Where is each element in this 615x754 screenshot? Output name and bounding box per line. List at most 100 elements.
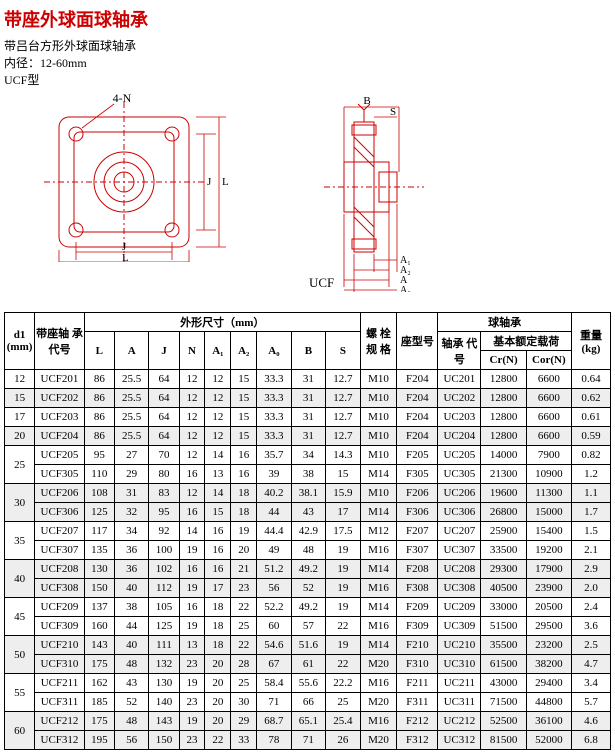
cell-seat: F312 bbox=[397, 731, 438, 750]
cell-J: 132 bbox=[149, 655, 179, 674]
table-head: d1 (mm) 带座轴 承代号 外形尺寸（mm） 螺 栓 规 格 座型号 球轴承… bbox=[5, 313, 611, 370]
cell-B: 49.2 bbox=[291, 598, 325, 617]
cell-Cor: 10900 bbox=[526, 465, 571, 484]
cell-bc: UC205 bbox=[438, 446, 481, 465]
cell-Cr: 25900 bbox=[481, 522, 526, 541]
cell-bolt: M14 bbox=[360, 560, 397, 579]
cell-A: 25.5 bbox=[114, 370, 148, 389]
cell-N: 12 bbox=[179, 408, 205, 427]
cell-A0: 58.4 bbox=[257, 674, 291, 693]
cell-B: 51.6 bbox=[291, 636, 325, 655]
cell-wt: 0.64 bbox=[571, 370, 610, 389]
cell-wt: 1.7 bbox=[571, 503, 610, 522]
cell-bolt: M14 bbox=[360, 598, 397, 617]
cell-A: 40 bbox=[114, 636, 148, 655]
cell-bolt: M10 bbox=[360, 484, 397, 503]
cell-bc: UC312 bbox=[438, 731, 481, 750]
cell-S: 25.4 bbox=[326, 712, 361, 731]
cell-Cor: 29400 bbox=[526, 674, 571, 693]
cell-A0: 33.3 bbox=[257, 427, 291, 446]
cell-A1: 15 bbox=[205, 503, 231, 522]
cell-A: 25.5 bbox=[114, 427, 148, 446]
cell-Cr: 26800 bbox=[481, 503, 526, 522]
cell-Cr: 12800 bbox=[481, 427, 526, 446]
cell-N: 12 bbox=[179, 389, 205, 408]
cell-Cr: 14000 bbox=[481, 446, 526, 465]
cell-seat: F306 bbox=[397, 503, 438, 522]
cell-code: UCF212 bbox=[35, 712, 85, 731]
cell-A1: 22 bbox=[205, 731, 231, 750]
cell-A: 44 bbox=[114, 617, 148, 636]
cell-S: 19 bbox=[326, 598, 361, 617]
cell-bc: UC204 bbox=[438, 427, 481, 446]
cell-bolt: M20 bbox=[360, 731, 397, 750]
cell-B: 31 bbox=[291, 389, 325, 408]
cell-A2: 20 bbox=[231, 541, 257, 560]
cell-wt: 4.7 bbox=[571, 655, 610, 674]
cell-A1: 14 bbox=[205, 446, 231, 465]
cell-S: 22 bbox=[326, 617, 361, 636]
cell-wt: 5.7 bbox=[571, 693, 610, 712]
cell-code: UCF208 bbox=[35, 560, 85, 579]
cell-bc: UC202 bbox=[438, 389, 481, 408]
cell-A: 36 bbox=[114, 541, 148, 560]
cell-A: 48 bbox=[114, 712, 148, 731]
cell-A0: 54.6 bbox=[257, 636, 291, 655]
cell-N: 12 bbox=[179, 370, 205, 389]
cell-B: 38 bbox=[291, 465, 325, 484]
cell-A2: 22 bbox=[231, 636, 257, 655]
h-wt: 重量 (kg) bbox=[571, 313, 610, 370]
cell-Cr: 52500 bbox=[481, 712, 526, 731]
cell-J: 95 bbox=[149, 503, 179, 522]
cell-S: 17.5 bbox=[326, 522, 361, 541]
h-dims: 外形尺寸（mm） bbox=[84, 313, 360, 332]
cell-A0: 35.7 bbox=[257, 446, 291, 465]
cell-J: 80 bbox=[149, 465, 179, 484]
h-L: L bbox=[84, 332, 114, 370]
table-row: 40UCF2081303610216162151.249.219M14F208U… bbox=[5, 560, 611, 579]
cell-B: 49.2 bbox=[291, 560, 325, 579]
cell-seat: F210 bbox=[397, 636, 438, 655]
cell-bc: UC208 bbox=[438, 560, 481, 579]
cell-J: 105 bbox=[149, 598, 179, 617]
cell-d1: 55 bbox=[5, 674, 35, 712]
label-UCF: UCF bbox=[309, 275, 334, 290]
cell-A0: 33.3 bbox=[257, 389, 291, 408]
cell-B: 71 bbox=[291, 731, 325, 750]
cell-B: 65.1 bbox=[291, 712, 325, 731]
cell-code: UCF206 bbox=[35, 484, 85, 503]
cell-d1: 12 bbox=[5, 370, 35, 389]
cell-code: UCF211 bbox=[35, 674, 85, 693]
cell-N: 16 bbox=[179, 503, 205, 522]
cell-L: 130 bbox=[84, 560, 114, 579]
cell-bolt: M16 bbox=[360, 541, 397, 560]
cell-L: 135 bbox=[84, 541, 114, 560]
cell-A: 52 bbox=[114, 693, 148, 712]
cell-bc: UC201 bbox=[438, 370, 481, 389]
cell-Cor: 17900 bbox=[526, 560, 571, 579]
cell-Cr: 33500 bbox=[481, 541, 526, 560]
cell-seat: F309 bbox=[397, 617, 438, 636]
cell-A0: 68.7 bbox=[257, 712, 291, 731]
h-A1: A₁ bbox=[205, 332, 231, 370]
h-code: 带座轴 承代号 bbox=[35, 313, 85, 370]
table-row: 20UCF2048625.56412121533.33112.7M10F204U… bbox=[5, 427, 611, 446]
cell-N: 19 bbox=[179, 674, 205, 693]
cell-A2: 33 bbox=[231, 731, 257, 750]
cell-L: 143 bbox=[84, 636, 114, 655]
cell-J: 130 bbox=[149, 674, 179, 693]
cell-J: 100 bbox=[149, 541, 179, 560]
cell-L: 108 bbox=[84, 484, 114, 503]
h-seat: 座型号 bbox=[397, 313, 438, 370]
cell-d1: 35 bbox=[5, 522, 35, 560]
cell-Cr: 43000 bbox=[481, 674, 526, 693]
cell-L: 162 bbox=[84, 674, 114, 693]
cell-A1: 14 bbox=[205, 484, 231, 503]
cell-bc: UC206 bbox=[438, 484, 481, 503]
cell-bc: UC307 bbox=[438, 541, 481, 560]
cell-wt: 1.5 bbox=[571, 522, 610, 541]
cell-Cor: 7900 bbox=[526, 446, 571, 465]
cell-J: 64 bbox=[149, 408, 179, 427]
cell-code: UCF207 bbox=[35, 522, 85, 541]
cell-seat: F305 bbox=[397, 465, 438, 484]
